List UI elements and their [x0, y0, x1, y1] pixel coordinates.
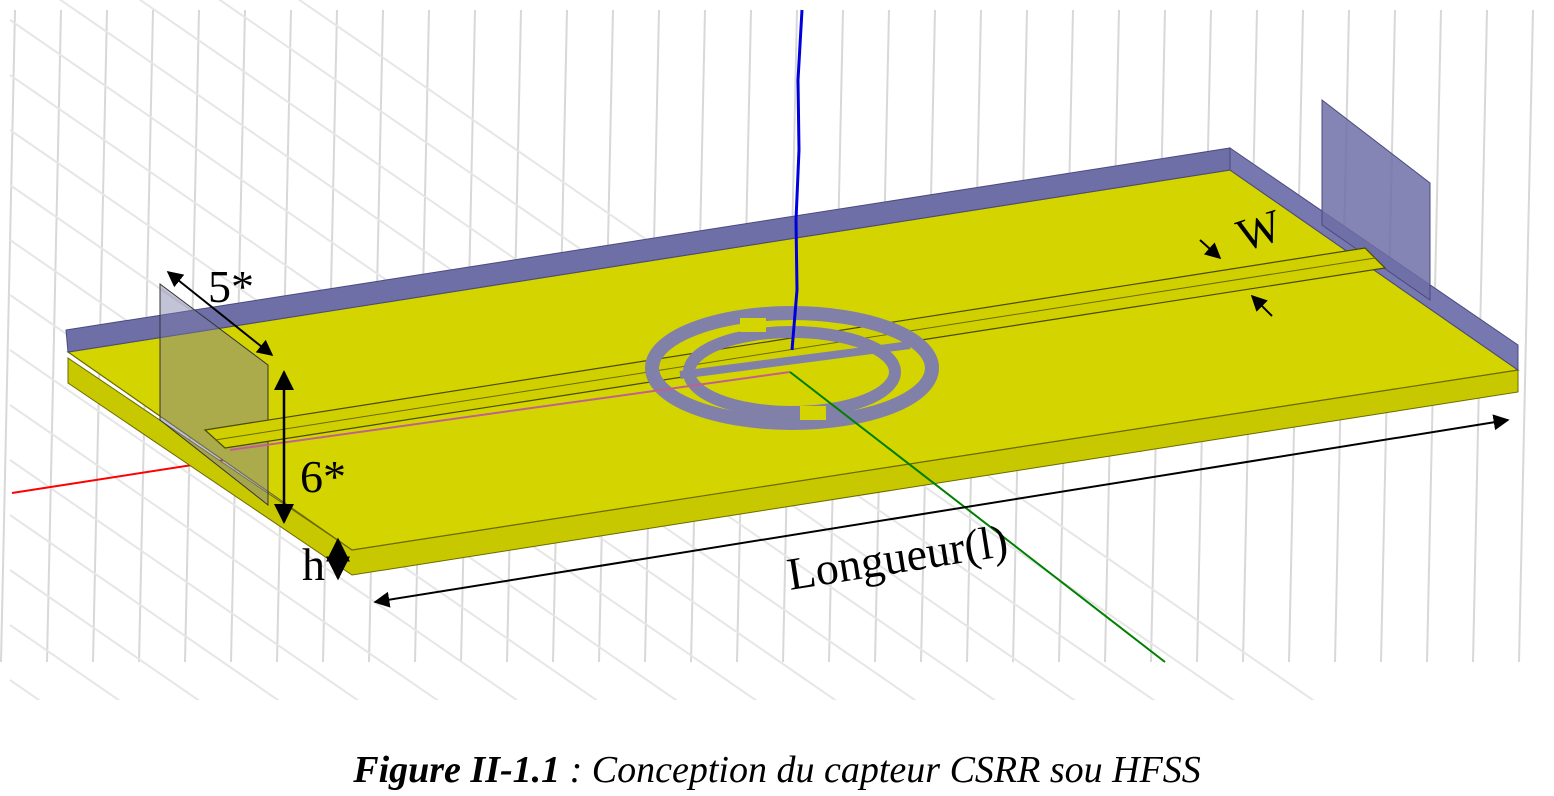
dim-w-arrow-top [1199, 239, 1222, 260]
grid-line [9, 514, 280, 700]
z-axis [790, 9, 804, 351]
grid-line [9, 569, 200, 700]
grid-line [9, 679, 41, 700]
grid-line [9, 404, 439, 700]
hfss-3d-view: 5* 6* W h Longueur(l) [0, 0, 1534, 700]
caption-text: : Conception du capteur CSRR sou HFSS [560, 749, 1201, 791]
label-length: Longueur(l) [784, 515, 1012, 600]
grid-line [9, 349, 519, 700]
label-h: h [302, 539, 325, 590]
dim-w-arrow-bottom [1250, 294, 1273, 317]
grid-line [9, 459, 360, 700]
label-six-star: 6* [300, 451, 346, 502]
grid-line [0, 9, 16, 663]
grid-line [9, 624, 121, 700]
microstrip-line [203, 247, 1387, 449]
dim-5-arrow [166, 271, 274, 356]
caption-figure-number: Figure II-1.1 [353, 749, 561, 791]
x-axis-front [229, 371, 791, 451]
grid-line [46, 9, 62, 663]
label-five-star: 5* [208, 261, 254, 312]
port-right [1321, 98, 1431, 301]
microstrip-line-edge [214, 257, 1376, 441]
figure-caption: Figure II-1.1 : Conception du capteur CS… [0, 748, 1554, 792]
dim-length-arrow [373, 414, 1510, 608]
grid-line [1518, 9, 1534, 663]
